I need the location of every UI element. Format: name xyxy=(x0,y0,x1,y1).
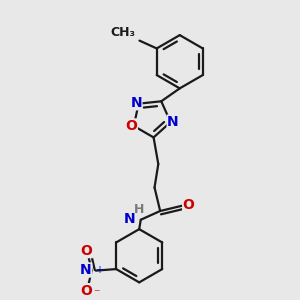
Text: O: O xyxy=(80,244,92,258)
Text: +: + xyxy=(95,265,103,275)
Text: H: H xyxy=(134,203,144,216)
Text: N: N xyxy=(130,96,142,110)
Text: N: N xyxy=(80,263,92,277)
Text: N: N xyxy=(167,115,179,129)
Text: N: N xyxy=(124,212,135,226)
Text: CH₃: CH₃ xyxy=(111,26,136,39)
Text: ⁻: ⁻ xyxy=(93,287,100,300)
Text: O: O xyxy=(80,284,92,298)
Text: O: O xyxy=(183,198,195,212)
Text: O: O xyxy=(125,119,137,133)
